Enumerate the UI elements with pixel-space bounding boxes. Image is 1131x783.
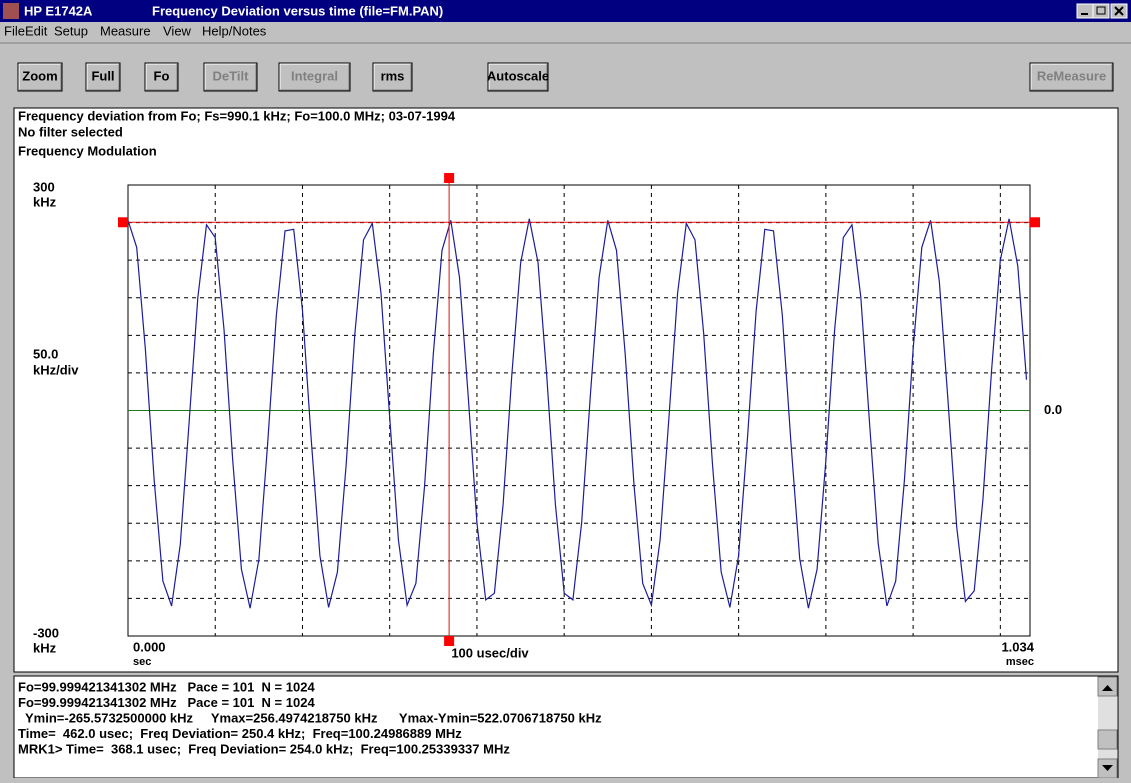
- y-tick-label: -300: [33, 625, 59, 640]
- y-tick-label: 300: [33, 179, 55, 194]
- window-controls: [1076, 3, 1128, 19]
- x-tick-label: 1.034: [1001, 639, 1034, 654]
- button-shadow: [280, 64, 350, 91]
- button-label: Full: [91, 68, 114, 83]
- button-label: Integral: [291, 68, 338, 83]
- button-bevel: [279, 63, 349, 90]
- status-line: Fo=99.999421341302 MHz Pace = 101 N = 10…: [18, 679, 315, 694]
- y-unit: kHz: [33, 640, 57, 655]
- zero-label: 0.0: [1044, 402, 1062, 417]
- toolbar-button[interactable]: [85, 62, 121, 92]
- toolbar-button: [1029, 62, 1114, 92]
- x-unit: sec: [133, 656, 151, 668]
- title-bar: [0, 0, 1131, 22]
- button-shadow: [489, 64, 548, 91]
- toolbar-button: [278, 62, 351, 92]
- button-label: rms: [381, 68, 405, 83]
- button-label: ReMeasure: [1037, 68, 1106, 83]
- menu-bar: [0, 22, 1131, 42]
- x-marker-handle[interactable]: [444, 636, 455, 646]
- x-marker-handle[interactable]: [444, 173, 455, 183]
- menu-item[interactable]: Measure: [100, 23, 151, 38]
- button-bevel: [1030, 63, 1112, 90]
- button-bevel: [18, 63, 61, 90]
- menu-item[interactable]: Setup: [54, 23, 88, 38]
- toolbar-button: [203, 62, 258, 92]
- y-unit: kHz: [33, 194, 57, 209]
- info-line: Frequency deviation from Fo; Fs=990.1 kH…: [18, 108, 456, 123]
- button-shadow: [374, 64, 412, 91]
- menu-item[interactable]: File: [4, 23, 25, 38]
- chart-panel: [13, 107, 1119, 673]
- x-scale: 100 usec/div: [451, 645, 529, 660]
- maximize-button[interactable]: [1092, 3, 1110, 19]
- window-caption: Frequency Deviation versus time (file=FM…: [152, 3, 443, 18]
- button-shadow: [205, 64, 257, 91]
- button-label: Fo: [154, 68, 170, 83]
- button-label: Autoscale: [487, 68, 549, 83]
- scrollbar[interactable]: [1098, 677, 1117, 778]
- button-bevel: [145, 63, 177, 90]
- menu-item[interactable]: Help/Notes: [202, 23, 267, 38]
- y-scale-unit: kHz/div: [33, 362, 79, 377]
- button-shadow: [146, 64, 178, 91]
- y-marker-handle[interactable]: [118, 217, 128, 228]
- waveform: [127, 218, 1028, 609]
- button-shadow: [19, 64, 62, 91]
- button-shadow: [87, 64, 120, 91]
- button-label: Zoom: [22, 68, 57, 83]
- status-panel: [13, 675, 1119, 779]
- x-unit: msec: [1006, 656, 1034, 668]
- toolbar-button[interactable]: [144, 62, 179, 92]
- status-line: Time= 462.0 usec; Freq Deviation= 250.4 …: [18, 726, 462, 741]
- status-line: Fo=99.999421341302 MHz Pace = 101 N = 10…: [18, 695, 315, 710]
- button-shadow: [1031, 64, 1113, 91]
- status-line: MRK1> Time= 368.1 usec; Freq Deviation= …: [18, 741, 510, 756]
- button-bevel: [86, 63, 119, 90]
- x-tick-label: 0.000: [133, 639, 166, 654]
- button-bevel: [204, 63, 256, 90]
- button-bevel: [488, 63, 547, 90]
- menu-item[interactable]: Edit: [25, 23, 48, 38]
- y-marker-handle[interactable]: [1030, 217, 1040, 228]
- button-label: DeTilt: [213, 68, 250, 83]
- button-bevel: [373, 63, 411, 90]
- menu-item[interactable]: View: [163, 23, 192, 38]
- toolbar-button[interactable]: [372, 62, 413, 92]
- y-scale: 50.0: [33, 346, 58, 361]
- app-icon: [3, 3, 19, 19]
- app-name: HP E1742A: [24, 3, 93, 18]
- toolbar-button[interactable]: [17, 62, 63, 92]
- minimize-button[interactable]: [1076, 3, 1094, 19]
- info-line: No filter selected: [18, 124, 123, 139]
- scroll-thumb[interactable]: [1097, 729, 1118, 750]
- toolbar-button[interactable]: [487, 62, 549, 92]
- info-line: Frequency Modulation: [18, 143, 157, 158]
- status-line: Ymin=-265.5732500000 kHz Ymax=256.497421…: [18, 710, 602, 725]
